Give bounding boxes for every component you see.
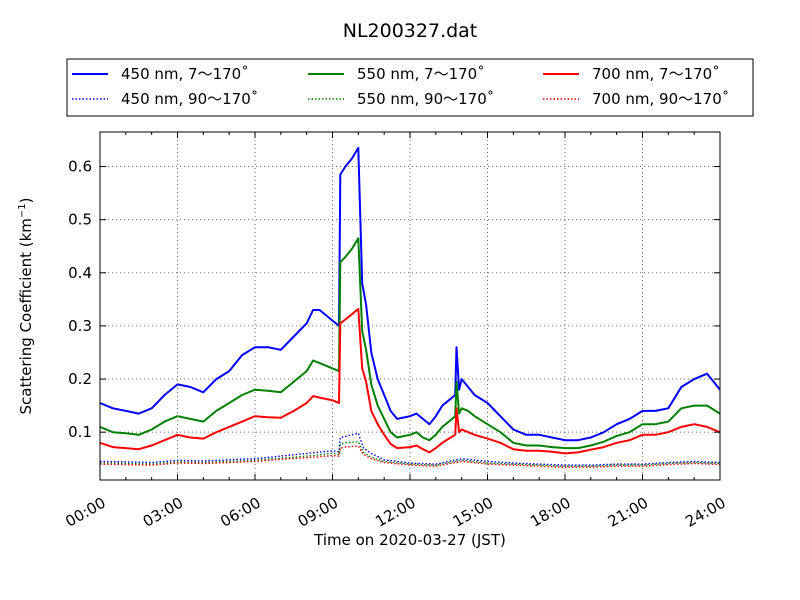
chart-title: NL200327.dat xyxy=(343,20,478,42)
series-line-3 xyxy=(99,441,721,467)
y-axis-label: Scattering Coefficient (km−1) xyxy=(17,197,35,414)
legend-label-5: 700 nm, 90～170˚ xyxy=(592,90,729,108)
legend-label-0: 450 nm, 7～170˚ xyxy=(121,65,249,83)
series-line-4 xyxy=(99,307,721,455)
y-tick-label-2: 0.3 xyxy=(68,317,92,335)
series-line-2 xyxy=(99,237,721,450)
y-tick-label-1: 0.2 xyxy=(68,370,92,388)
grid-lines xyxy=(100,132,720,480)
series-line-5 xyxy=(99,445,721,468)
y-tick-label-3: 0.4 xyxy=(68,264,92,282)
y-axis-label-end: ) xyxy=(17,197,35,203)
y-tick-label-4: 0.5 xyxy=(68,211,92,229)
x-axis-label: Time on 2020-03-27 (JST) xyxy=(313,531,506,549)
plot-area: 00:00 03:00 06:00 09:00 12:00 15:00 18:00 21:00… xyxy=(62,131,729,531)
series-line-0 xyxy=(99,146,721,442)
legend-label-1: 450 nm, 90～170˚ xyxy=(121,90,258,108)
axis-ticks xyxy=(99,132,721,480)
legend-label-2: 550 nm, 7～170˚ xyxy=(357,65,485,83)
legend-label-3: 550 nm, 90～170˚ xyxy=(357,90,494,108)
legend-label-4: 700 nm, 7～170˚ xyxy=(592,65,720,83)
y-axis-label-main: Scattering Coefficient (km xyxy=(17,218,35,414)
legend-frame xyxy=(66,58,754,117)
legend: 450 nm, 7～170˚ 450 nm, 90～170˚ 550 nm, 7～1… xyxy=(66,58,754,117)
y-tick-label-0: 0.1 xyxy=(68,423,92,441)
y-tick-label-5: 0.6 xyxy=(68,158,92,176)
y-tick-labels: 0.1 0.2 0.3 0.4 0.5 0.6 xyxy=(68,158,92,442)
y-axis-label-superscript: −1 xyxy=(17,203,28,218)
series-layer xyxy=(99,146,721,468)
legend-items: 450 nm, 7～170˚ 450 nm, 90～170˚ 550 nm, 7～1… xyxy=(72,65,729,108)
